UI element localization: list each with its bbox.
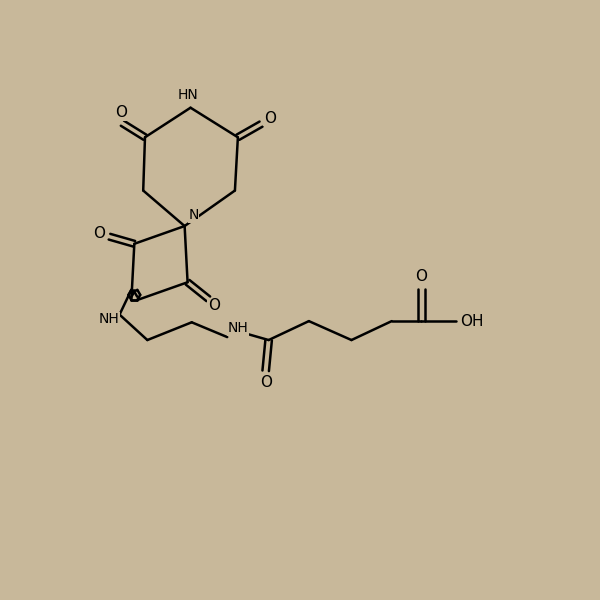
Text: O: O <box>208 298 220 313</box>
Text: O: O <box>93 226 105 241</box>
Text: NH: NH <box>98 313 119 326</box>
Text: NH: NH <box>227 321 248 335</box>
Text: OH: OH <box>460 314 484 329</box>
Text: O: O <box>260 375 272 390</box>
Text: N: N <box>188 208 199 223</box>
Text: HN: HN <box>177 88 198 101</box>
Text: O: O <box>264 111 276 126</box>
Text: O: O <box>415 269 427 284</box>
Text: O: O <box>115 105 127 120</box>
